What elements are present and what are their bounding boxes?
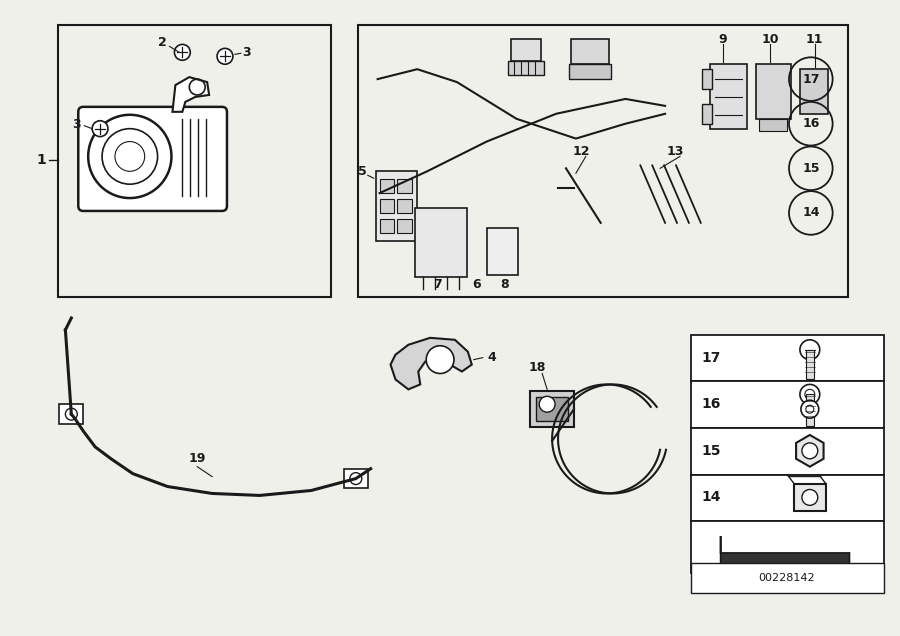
Bar (59, 404, 83, 424)
Text: 18: 18 (528, 361, 546, 374)
Bar (58, 25, 331, 297)
Text: 14: 14 (701, 490, 721, 504)
Text: 17: 17 (802, 73, 820, 86)
Text: 3: 3 (72, 118, 81, 131)
Bar (398, 179, 412, 193)
Bar (702, 104, 712, 124)
Text: 00228142: 00228142 (759, 572, 815, 583)
Bar (380, 179, 394, 193)
Text: 8: 8 (500, 278, 508, 291)
Text: 17: 17 (701, 350, 720, 364)
Circle shape (92, 121, 108, 137)
Text: 6: 6 (472, 278, 482, 291)
Text: 16: 16 (802, 117, 820, 130)
Circle shape (427, 346, 454, 373)
Text: 11: 11 (806, 33, 824, 46)
FancyBboxPatch shape (78, 107, 227, 211)
Text: 2: 2 (158, 36, 166, 49)
Circle shape (800, 384, 820, 404)
Bar (380, 219, 394, 233)
Bar (800, 69, 828, 114)
Text: 15: 15 (701, 444, 721, 458)
Circle shape (801, 400, 819, 418)
Text: 7: 7 (433, 278, 442, 291)
Bar (702, 69, 712, 89)
Circle shape (217, 48, 233, 64)
Bar (794, 483, 825, 511)
Bar (511, 39, 541, 61)
Text: 19: 19 (188, 452, 206, 466)
Bar (691, 522, 884, 573)
Bar (398, 219, 412, 233)
Text: 10: 10 (761, 33, 778, 46)
Circle shape (802, 443, 818, 459)
Bar (487, 228, 518, 275)
Bar (691, 335, 884, 382)
Text: 3: 3 (242, 46, 251, 59)
Bar (571, 39, 608, 64)
Bar (760, 119, 787, 130)
Circle shape (800, 340, 820, 359)
Polygon shape (721, 536, 850, 573)
Bar (806, 394, 814, 426)
Bar (691, 563, 884, 593)
Circle shape (175, 45, 190, 60)
Bar (691, 428, 884, 474)
Text: 9: 9 (718, 33, 727, 46)
Bar (710, 64, 747, 128)
Bar (375, 171, 418, 240)
Polygon shape (796, 435, 824, 467)
Circle shape (802, 490, 818, 506)
Bar (415, 208, 467, 277)
Bar (536, 398, 568, 421)
Bar (358, 25, 849, 297)
Text: 14: 14 (802, 207, 820, 219)
Circle shape (539, 396, 555, 412)
Text: 12: 12 (572, 145, 590, 158)
Bar (569, 64, 610, 79)
Bar (691, 474, 884, 522)
Bar (380, 199, 394, 213)
Text: 1: 1 (37, 153, 47, 167)
Polygon shape (391, 338, 472, 389)
Bar (398, 199, 412, 213)
Text: 16: 16 (701, 398, 720, 411)
Bar (508, 61, 544, 75)
Bar (530, 391, 574, 427)
Text: 4: 4 (487, 351, 496, 364)
Bar (756, 64, 791, 119)
Text: 15: 15 (802, 162, 820, 175)
Bar (691, 382, 884, 428)
Polygon shape (173, 77, 209, 112)
Bar (806, 350, 814, 380)
Text: 5: 5 (358, 165, 367, 178)
Text: 13: 13 (666, 145, 684, 158)
Bar (344, 469, 368, 488)
